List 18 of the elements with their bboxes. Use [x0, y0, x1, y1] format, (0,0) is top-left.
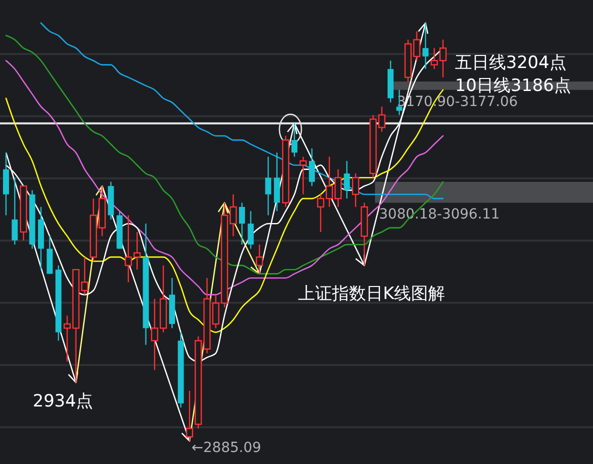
- candlestick: [256, 244, 264, 274]
- text: 10日线3186点: [455, 76, 571, 96]
- candlestick: [317, 194, 324, 233]
- candlestick: [308, 148, 315, 187]
- candlestick: [248, 210, 254, 250]
- candlestick: [291, 122, 298, 158]
- candlestick: [238, 202, 245, 246]
- candlestick: [344, 160, 350, 200]
- candlestick: [186, 390, 194, 442]
- candlestick: [422, 22, 429, 70]
- candlestick: [12, 177, 18, 246]
- annotation: ←2885.09: [192, 440, 262, 456]
- candlestick: [300, 156, 307, 195]
- text: 五日线3204点: [455, 53, 566, 73]
- candlestick: [265, 156, 272, 216]
- candlestick: [352, 172, 360, 208]
- text: 上证指数日K线图解: [298, 284, 446, 304]
- annotation: 2934点: [32, 391, 94, 412]
